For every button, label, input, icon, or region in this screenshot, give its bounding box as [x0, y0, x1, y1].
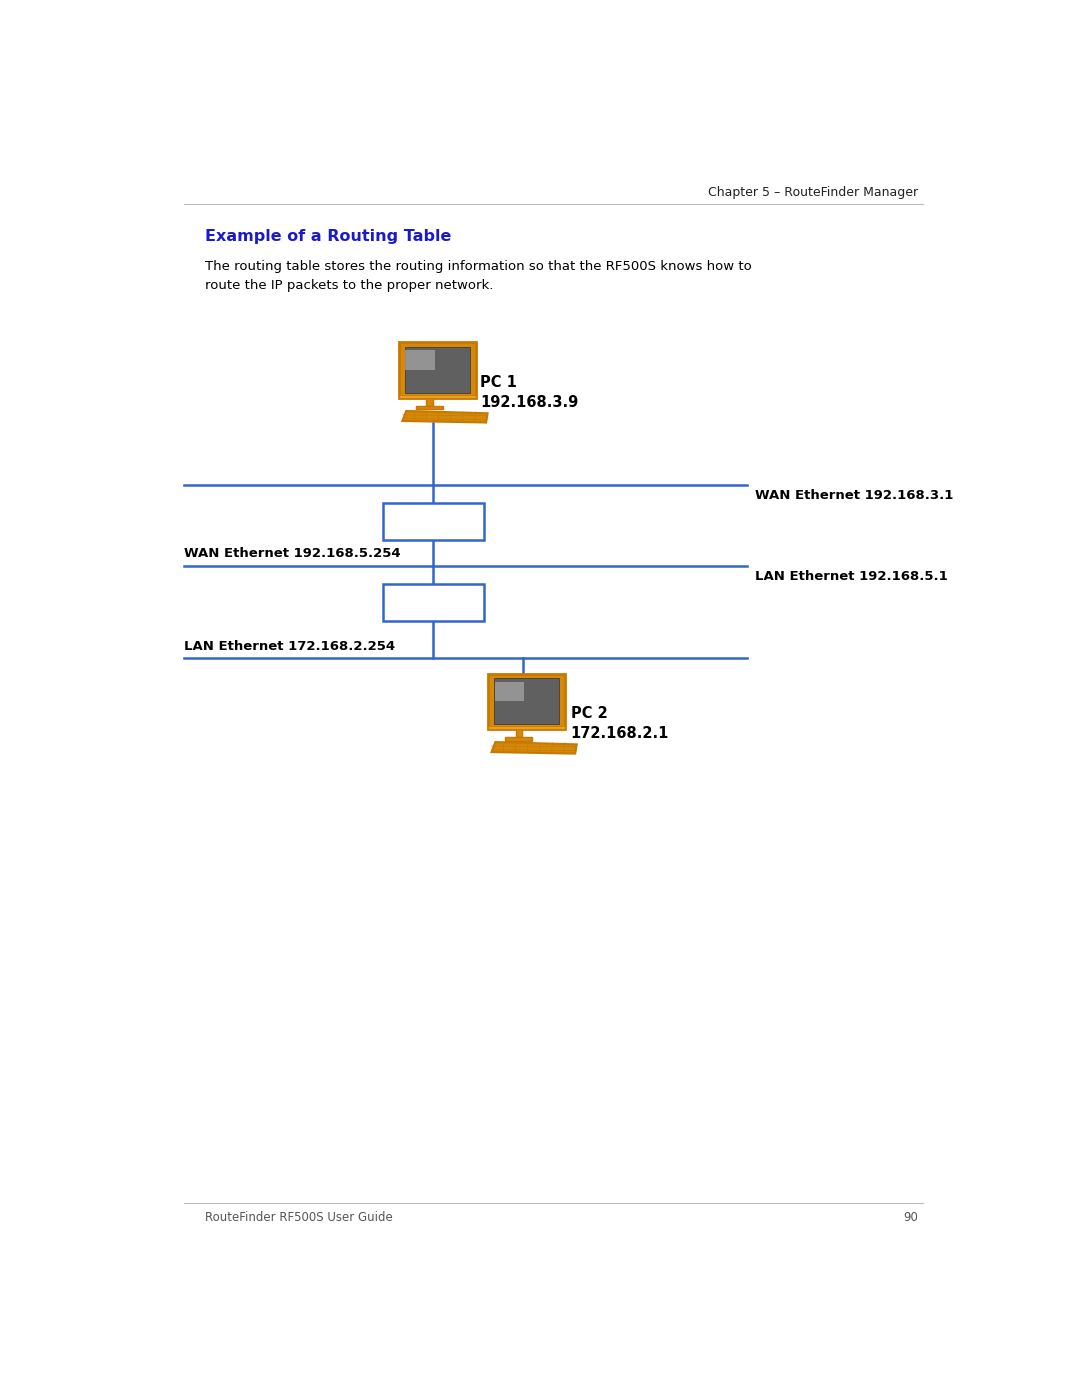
FancyBboxPatch shape [399, 342, 476, 398]
Bar [488, 726, 565, 729]
Text: Example of a Routing Table: Example of a Routing Table [205, 229, 451, 243]
Text: RF500S - 1: RF500S - 1 [391, 514, 475, 528]
FancyBboxPatch shape [383, 503, 484, 539]
Text: route the IP packets to the proper network.: route the IP packets to the proper netwo… [205, 279, 494, 292]
Bar [515, 729, 522, 736]
Polygon shape [403, 411, 488, 422]
Text: 192.168.3.9: 192.168.3.9 [480, 395, 578, 409]
Bar [427, 398, 433, 405]
Text: PC 1: PC 1 [480, 374, 516, 390]
FancyBboxPatch shape [383, 584, 484, 622]
Text: 90: 90 [903, 1211, 918, 1224]
Bar [399, 395, 476, 398]
FancyBboxPatch shape [405, 351, 435, 370]
Bar [416, 405, 443, 409]
Bar [505, 736, 532, 740]
FancyBboxPatch shape [495, 682, 524, 701]
Text: LAN Ethernet 172.168.2.254: LAN Ethernet 172.168.2.254 [184, 640, 395, 652]
FancyBboxPatch shape [405, 346, 470, 393]
Text: WAN Ethernet 192.168.3.1: WAN Ethernet 192.168.3.1 [755, 489, 954, 502]
Text: WAN Ethernet 192.168.5.254: WAN Ethernet 192.168.5.254 [184, 548, 401, 560]
Text: PC 2: PC 2 [570, 705, 607, 721]
Text: The routing table stores the routing information so that the RF500S knows how to: The routing table stores the routing inf… [205, 260, 752, 272]
Text: 172.168.2.1: 172.168.2.1 [570, 726, 669, 740]
Polygon shape [491, 742, 577, 753]
Text: RouteFinder RF500S User Guide: RouteFinder RF500S User Guide [205, 1211, 392, 1224]
FancyBboxPatch shape [494, 678, 559, 724]
Text: LAN Ethernet 192.168.5.1: LAN Ethernet 192.168.5.1 [755, 570, 948, 583]
Text: RF500S - 2: RF500S - 2 [391, 595, 475, 609]
FancyBboxPatch shape [488, 673, 565, 729]
Text: Chapter 5 – RouteFinder Manager: Chapter 5 – RouteFinder Manager [707, 186, 918, 198]
